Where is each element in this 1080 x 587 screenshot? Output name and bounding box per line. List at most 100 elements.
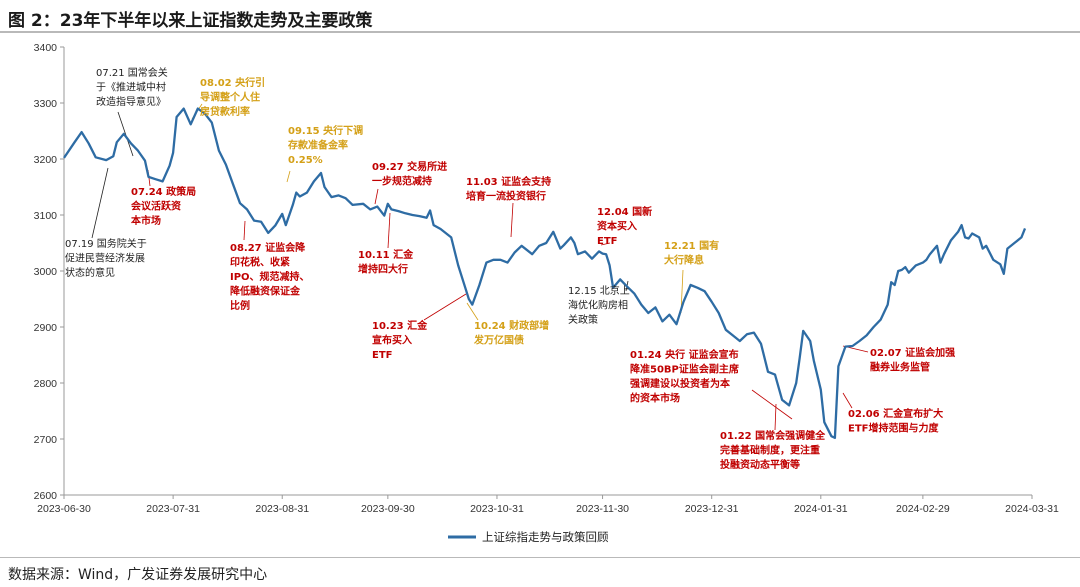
x-tick-label: 2023-12-31 [685,503,739,515]
policy-annotation-line: 12.15 北京上 [568,284,630,297]
legend-label: 上证综指走势与政策回顾 [482,530,609,544]
policy-annotation-line: 10.23 汇金 [372,319,428,332]
title-divider [0,31,1080,33]
policy-annotation-line: 增持四大行 [358,263,408,276]
chart-legend: 上证综指走势与政策回顾 [448,530,609,544]
policy-annotation-line: 培育一流投资银行 [466,190,546,203]
y-tick-label: 2900 [34,322,58,334]
policy-annotation-line: ETF [372,350,392,361]
annotation-leaders [91,103,869,431]
policy-annotation: 08.02 央行引导调整个人住房贷款利率 [200,76,265,118]
policy-annotation: 12.04 国新资本买入 ETF [597,205,652,247]
policy-annotation-line: 降准50BP证监会副主席 [630,363,739,376]
y-tick-label: 3200 [34,154,58,166]
annotation-leader-line [91,167,109,239]
policy-annotation: 09.27 交易所进一步规范减持 [372,160,447,188]
policy-annotation-line: ETF增持范围与力度 [848,422,939,435]
y-tick-label: 2800 [34,378,58,390]
y-tick-label: 2700 [34,434,58,446]
annotation-leader-line [117,111,134,157]
policy-annotation: 11.03 证监会支持培育一流投资银行 [466,175,551,203]
annotation-leader-line [510,202,514,238]
policy-annotation-line: 完善基础制度，更注重 [720,444,820,457]
policy-annotation-line: 改造指导意见》 [96,95,166,108]
series-layer [63,107,1027,440]
policy-annotation-line: 12.21 国有 [664,239,719,252]
policy-annotation: 09.15 央行下调存款准备金率 0.25% [288,124,363,166]
policy-annotation-line: 12.04 国新 [597,205,652,218]
chart-title: 图 2：23年下半年以来上证指数走势及主要政策 [8,11,373,31]
policy-annotation: 12.15 北京上海优化购房相关政策 [568,284,630,326]
y-tick-label: 3100 [34,210,58,222]
policy-annotation-line: 会议活跃资 [131,200,181,213]
source-divider [0,557,1080,558]
policy-annotation-line: 导调整个人住 [200,91,260,104]
policy-annotation-line: 08.02 央行引 [200,76,265,89]
x-tick-label: 2023-06-30 [37,503,91,515]
policy-annotation-line: 发万亿国债 [473,334,524,347]
policy-annotation-line: 状态的意见 [65,266,115,279]
policy-annotation-line: IPO、规范减持、 [230,270,310,283]
annotation-leader-line [842,392,853,409]
policy-annotation-line: 印花税、收紧 [230,256,290,269]
policy-annotation: 01.24 央行 证监会宣布降准50BP证监会副主席强调建设以投资者为本的资本市… [630,348,739,405]
policy-annotation: 10.24 财政部增发万亿国债 [473,319,549,347]
policy-annotation: 10.11 汇金增持四大行 [358,248,414,276]
line-chart: 2600 2700 2800 2900 3000 3100 3200 3300 3400 2023… [34,42,1059,544]
policy-annotation: 07.24 政策局会议活跃资本市场 [131,185,196,227]
policy-annotation: 07.21 国常会关于《推进城中村改造指导意见》 [96,66,168,108]
x-tick-label: 2024-03-31 [1005,503,1059,515]
policy-annotation-line: 02.06 汇金宣布扩大 [848,407,943,420]
series-line-shanghai-composite [63,107,1027,440]
x-tick-label: 2024-02-29 [896,503,950,515]
policy-annotation: 07.19 国务院关于促进民营经济发展状态的意见 [65,237,147,279]
policy-annotation-line: 10.24 财政部增 [474,319,549,332]
policy-annotation-line: 于《推进城中村 [96,81,166,94]
policy-annotation: 02.07 证监会加强融券业务监管 [870,346,955,374]
annotation-leader-line [774,403,777,431]
policy-annotation-line: 09.15 央行下调 [288,124,363,137]
annotation-leader-line [387,212,391,249]
policy-annotation-line: 融券业务监管 [870,361,930,374]
annotation-leader-line [466,302,479,321]
policy-annotation-line: 强调建设以投资者为本 [630,377,731,390]
policy-annotation-line: 0.25% [288,155,323,166]
policy-annotation-line: 的资本市场 [630,392,680,405]
policy-annotation-line: 07.24 政策局 [131,185,196,198]
policy-annotation-line: 本市场 [131,214,161,227]
x-tick-label: 2023-07-31 [146,503,200,515]
policy-annotation-line: 一步规范减持 [372,175,432,188]
x-tick-label: 2023-11-30 [576,503,629,515]
x-tick-label: 2023-09-30 [361,503,415,515]
policy-annotation-line: 投融资动态平衡等 [720,458,800,471]
policy-annotation-line: 比例 [230,299,250,312]
source-note: 数据来源：Wind，广发证券发展研究中心 [8,567,268,583]
policy-annotation-line: 存款准备金率 [288,139,348,152]
y-tick-label: 2600 [34,490,58,502]
policy-annotation-line: 01.22 国常会强调健全 [720,429,826,442]
policy-annotation: 10.23 汇金宣布买入 ETF [372,319,428,361]
y-tick-label: 3000 [34,266,58,278]
annotation-leader-line [243,220,246,241]
y-tick-label: 3300 [34,98,58,110]
annotation-leader-line [751,389,793,420]
annotation-leader-line [374,188,379,205]
annotation-leader-line [600,242,611,246]
x-tick-label: 2024-01-31 [794,503,848,515]
y-tick-label: 3400 [34,42,58,54]
policy-annotation-line: 促进民营经济发展 [65,252,145,265]
annotation-leader-line [423,293,467,321]
policy-annotation: 01.22 国常会强调健全完善基础制度，更注重投融资动态平衡等 [720,429,826,471]
policy-annotation-line: 10.11 汇金 [358,248,414,261]
policy-annotation-line: 01.24 央行 证监会宣布 [630,348,739,361]
policy-annotation-line: 降低融资保证金 [230,285,301,298]
policy-annotation-line: 02.07 证监会加强 [870,346,955,359]
x-tick-label: 2023-08-31 [255,503,309,515]
annotation-leader-line [286,170,291,183]
policy-annotation-line: 11.03 证监会支持 [466,175,551,188]
policy-annotation: 02.06 汇金宣布扩大 ETF增持范围与力度 [848,407,943,435]
policy-annotation: 08.27 证监会降印花税、收紧 IPO、规范减持、降低融资保证金比例 [230,241,310,312]
chart-axes: 2600 2700 2800 2900 3000 3100 3200 3300 3400 2023… [34,42,1059,515]
policy-annotation-line: 房贷款利率 [200,105,250,118]
policy-annotation-line: 大行降息 [664,254,704,267]
